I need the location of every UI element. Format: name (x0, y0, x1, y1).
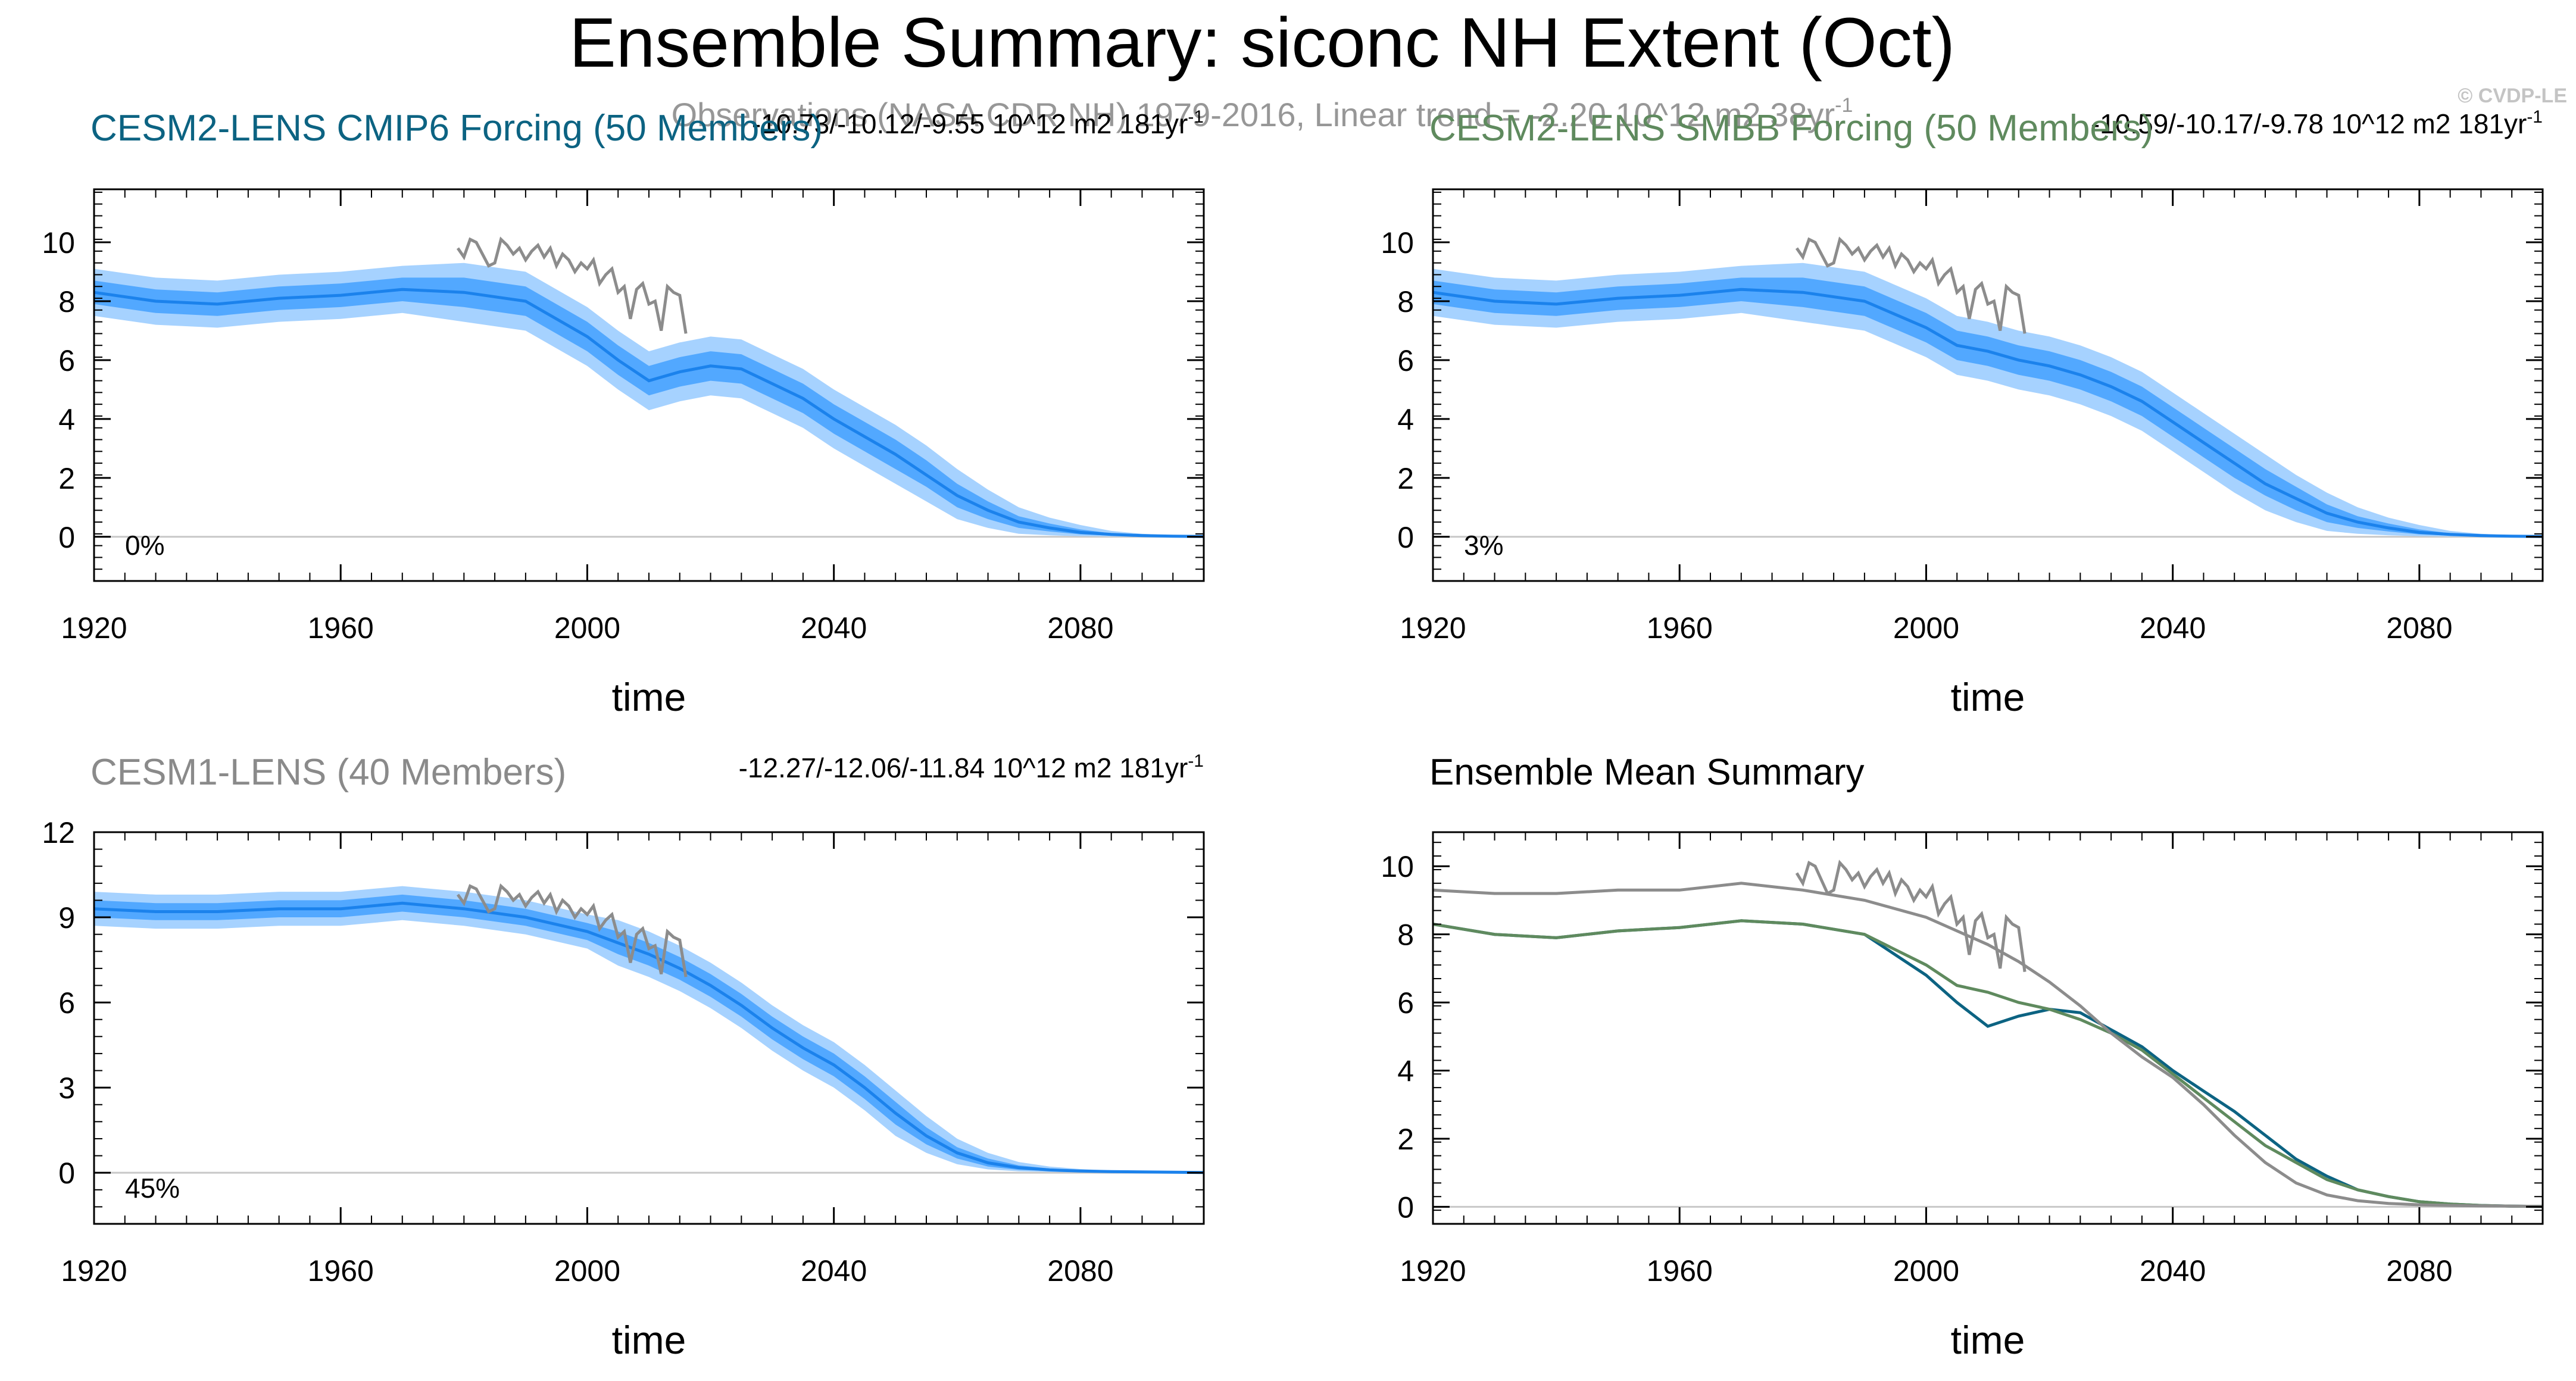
series-line-cesm1-lens (1432, 882, 2543, 1208)
x-tick-label: 2000 (1893, 611, 1959, 645)
y-tick-label: 9 (58, 901, 75, 935)
ensemble-mean-line (1432, 288, 2543, 538)
y-tick-label: 6 (1397, 344, 1414, 377)
x-tick-label: 2000 (1893, 1254, 1959, 1288)
x-tick-label: 1920 (61, 611, 127, 645)
trend-label: -10.59/-10.17/-9.78 10^12 m2 181yr-1 (2091, 107, 2543, 139)
y-tick-label: 4 (58, 403, 75, 436)
y-tick-label: 2 (58, 462, 75, 495)
x-tick-label: 2080 (2386, 1254, 2452, 1288)
chart-panel-smbb: 3%-10.59/-10.17/-9.78 10^12 m2 181yr-1CE… (1381, 107, 2544, 719)
x-tick-label: 1960 (308, 1254, 374, 1288)
percent-label: 0% (125, 530, 164, 561)
observations-label-text: Observations (NASA CDR NH) 1979-2016, Li… (672, 96, 1835, 133)
panel-title: Ensemble Mean Summary (1429, 752, 1865, 793)
y-tick-label: 0 (1397, 1191, 1414, 1224)
y-tick-label: 12 (42, 816, 75, 849)
y-tick-label: 6 (1397, 986, 1414, 1020)
chart-panel-cmip6: 0%-10.73/-10.12/-9.55 10^12 m2 181yr-1CE… (42, 107, 1205, 719)
trend-label-superscript: -1 (1188, 107, 1204, 127)
observations-label-superscript: -1 (1835, 94, 1853, 117)
x-tick-label: 2000 (554, 1254, 620, 1288)
trend-label-superscript: -1 (2527, 107, 2543, 127)
charts-root: 0%-10.73/-10.12/-9.55 10^12 m2 181yr-1CE… (42, 107, 2544, 1362)
trend-label-superscript: -1 (1188, 751, 1204, 771)
y-tick-label: 10 (42, 226, 75, 260)
x-axis-label: time (1951, 1318, 2025, 1362)
panel-title: CESM2-LENS SMBB Forcing (50 Members) (1429, 108, 2153, 149)
ensemble-mean-line (93, 901, 1204, 1174)
ensemble-inner-range-band (1433, 277, 2543, 537)
panel-title: CESM1-LENS (40 Members) (90, 752, 566, 793)
y-tick-label: 4 (1397, 403, 1414, 436)
y-tick-label: 10 (1381, 226, 1414, 260)
y-tick-label: 10 (1381, 850, 1414, 883)
x-tick-label: 2080 (2386, 611, 2452, 645)
x-axis-label: time (612, 1318, 686, 1362)
y-tick-label: 8 (1397, 285, 1414, 318)
observations-line (456, 236, 688, 334)
trend-label-text: -12.27/-12.06/-11.84 10^12 m2 181yr (739, 752, 1188, 783)
x-axis-label: time (1951, 675, 2025, 719)
x-tick-label: 2040 (2140, 611, 2206, 645)
ensemble-mean-line (93, 288, 1204, 538)
chart-panel-cesm1: 45% -12.27/-12.06/-11.84 10^12 m2 181yr-1… (42, 751, 1205, 1362)
y-tick-label: 6 (58, 344, 75, 377)
y-tick-label: 8 (1397, 918, 1414, 952)
trend-label-text: -10.73/-10.12/-9.55 10^12 m2 181yr (752, 108, 1188, 139)
x-tick-label: 1920 (61, 1254, 127, 1288)
trend-label-text: -10.59/-10.17/-9.78 10^12 m2 181yr (2091, 108, 2527, 139)
observations-line (1795, 236, 2027, 334)
x-tick-label: 1920 (1400, 1254, 1466, 1288)
percent-label: 45% (125, 1173, 180, 1204)
x-tick-label: 2080 (1047, 1254, 1113, 1288)
trend-label: -12.27/-12.06/-11.84 10^12 m2 181yr-1 (739, 751, 1204, 783)
x-axis-label: time (612, 675, 686, 719)
trend-label: -10.73/-10.12/-9.55 10^12 m2 181yr-1 (752, 107, 1204, 139)
watermark: © CVDP-LE (2458, 85, 2567, 107)
x-tick-label: 2040 (801, 611, 867, 645)
y-tick-label: 3 (58, 1071, 75, 1105)
x-tick-label: 2000 (554, 611, 620, 645)
y-tick-label: 0 (58, 1157, 75, 1190)
figure-title: Ensemble Summary: siconc NH Extent (Oct) (569, 4, 1955, 82)
x-tick-label: 2080 (1047, 611, 1113, 645)
y-tick-label: 6 (58, 986, 75, 1020)
y-tick-label: 2 (1397, 1123, 1414, 1156)
x-tick-label: 2040 (801, 1254, 867, 1288)
ensemble-inner-range-band (94, 277, 1204, 537)
y-tick-label: 0 (1397, 521, 1414, 554)
y-tick-label: 4 (1397, 1055, 1414, 1088)
series-line-observations-nasa-cdr-nh- (1795, 860, 2027, 972)
y-tick-label: 8 (58, 285, 75, 318)
y-tick-label: 2 (1397, 462, 1414, 495)
x-tick-label: 2040 (2140, 1254, 2206, 1288)
panel-title: CESM2-LENS CMIP6 Forcing (50 Members) (90, 108, 823, 149)
chart-panel-mean_summary: Ensemble Mean Summary 0 2 4 6 8 10 1920 1960 2000… (1381, 752, 2544, 1362)
observations-line (456, 883, 688, 977)
x-tick-label: 1960 (1647, 611, 1713, 645)
x-tick-label: 1960 (308, 611, 374, 645)
x-tick-label: 1920 (1400, 611, 1466, 645)
ensemble-outer-range-band (1433, 263, 2543, 537)
observations-label: Observations (NASA CDR NH) 1979-2016, Li… (672, 94, 1853, 133)
ensemble-inner-range-band (94, 894, 1204, 1173)
y-tick-label: 0 (58, 521, 75, 554)
x-tick-label: 1960 (1647, 1254, 1713, 1288)
percent-label: 3% (1464, 530, 1503, 561)
